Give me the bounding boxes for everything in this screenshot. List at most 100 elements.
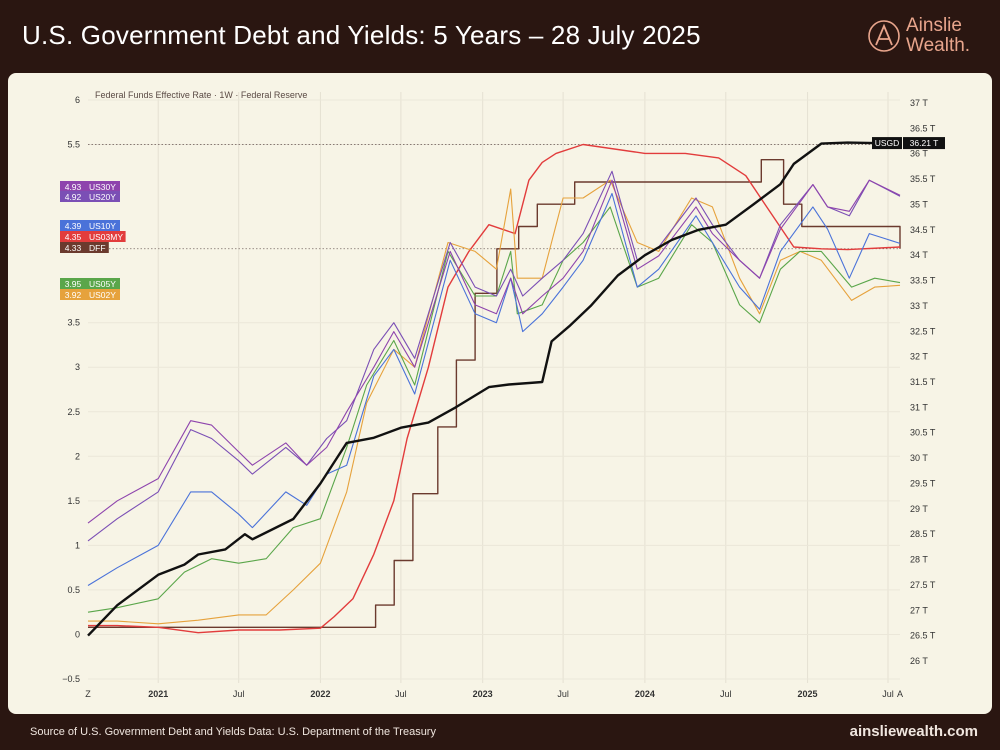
debt-label-name-box — [872, 137, 902, 150]
series-label-name-box — [86, 220, 120, 231]
series-label-us10y: 4.39 US10Y — [60, 220, 120, 231]
series-line-us10y — [87, 192, 901, 586]
x-tick-label: 2023 — [473, 689, 493, 699]
right-tick-label: 31.5 T — [910, 377, 936, 387]
x-axis-ticks: Z 2021 Jul 2022 Jul 2023 Jul 2024 Jul 2025 Jul A — [85, 689, 903, 699]
right-tick-label: 27.5 T — [910, 580, 936, 590]
left-tick-label: 6 — [75, 95, 80, 105]
left-tick-label: 5.5 — [67, 140, 80, 150]
logo-text: Ainslie Wealth. — [906, 16, 970, 56]
page-title: U.S. Government Debt and Yields: 5 Years… — [22, 20, 701, 50]
right-tick-label: 36.5 T — [910, 123, 936, 133]
right-tick-label: 26.5 T — [910, 631, 936, 641]
series-label-value-box — [60, 278, 86, 289]
left-tick-label: 2.5 — [67, 407, 80, 417]
footer-source: Source of U.S. Government Debt and Yield… — [30, 726, 436, 738]
x-tick-label: Jul — [882, 689, 894, 699]
series-label-name-box — [86, 181, 120, 192]
series-line-us03my — [88, 143, 901, 634]
right-tick-label: 32 T — [910, 352, 928, 362]
x-tick-label: A — [897, 689, 903, 699]
series-label-value: 4.92 — [65, 192, 82, 202]
debt-label-name: USGD — [875, 138, 900, 148]
series-label-us30y: 4.93 US30Y — [60, 181, 120, 192]
right-tick-label: 30.5 T — [910, 428, 936, 438]
x-tick-label: 2025 — [798, 689, 818, 699]
series-label-dff: 4.33 DFF — [60, 242, 109, 253]
right-tick-label: 35.5 T — [910, 174, 936, 184]
series-label-value-box — [60, 191, 86, 202]
series-label-name-box — [86, 191, 120, 202]
footer-site-link[interactable]: ainsliewealth.com — [849, 723, 978, 740]
left-tick-label: 1.5 — [67, 496, 80, 506]
x-tick-label: Jul — [395, 689, 407, 699]
x-tick-label: 2024 — [635, 689, 655, 699]
right-tick-label: 34 T — [910, 250, 928, 260]
left-tick-label: 2 — [75, 451, 80, 461]
right-tick-label: 28 T — [910, 555, 928, 565]
right-axis-ticks: 37 T 36.5 T 36 T 35.5 T 35 T 34.5 T 34 T 33.5 T… — [910, 98, 936, 666]
series-label-name: US05Y — [89, 279, 116, 289]
series-label-name: US03MY — [89, 232, 123, 242]
logo-line2: Wealth. — [906, 35, 971, 56]
right-tick-label: 29.5 T — [910, 478, 936, 488]
series-label-value-box — [60, 242, 86, 253]
series-label-value: 4.93 — [65, 182, 82, 192]
series-line-us20y — [87, 170, 901, 542]
series-line-dff — [88, 159, 901, 628]
chart-panel — [8, 73, 992, 714]
debt-label: USGD 36.21 T — [872, 137, 945, 150]
series-label-us05y: 3.95 US05Y — [60, 278, 120, 289]
series-label-value: 4.35 — [65, 232, 82, 242]
right-tick-label: 33 T — [910, 301, 928, 311]
right-tick-label: 32.5 T — [910, 326, 936, 336]
series-label-name-box — [86, 289, 120, 300]
series-label-value-box — [60, 231, 86, 242]
series-label-value-box — [60, 220, 86, 231]
debt-label-value: 36.21 T — [910, 138, 939, 148]
right-tick-label: 27 T — [910, 605, 928, 615]
left-tick-label: 3 — [75, 362, 80, 372]
series-label-us02y: 3.92 US02Y — [60, 289, 120, 300]
logo-line1: Ainslie — [906, 15, 962, 36]
series-line-us05y — [87, 206, 901, 613]
series-label-name: DFF — [89, 243, 106, 253]
series-label-name: US02Y — [89, 290, 116, 300]
left-tick-label: 1 — [75, 540, 80, 550]
left-tick-label: 0 — [75, 629, 80, 639]
x-tick-label: Jul — [557, 689, 569, 699]
right-tick-label: 28.5 T — [910, 529, 936, 539]
series-label-value: 3.92 — [65, 290, 82, 300]
series-label-name: US30Y — [89, 182, 116, 192]
right-tick-label: 26 T — [910, 656, 928, 666]
right-tick-label: 36 T — [910, 149, 928, 159]
right-tick-label: 29 T — [910, 504, 928, 514]
series-label-value: 3.95 — [65, 279, 82, 289]
series-label-name: US20Y — [89, 192, 116, 202]
x-tick-label: Jul — [233, 689, 245, 699]
left-tick-label: 3.5 — [67, 318, 80, 328]
series-line-us30y — [87, 179, 901, 524]
series-line-usgd — [87, 141, 900, 637]
series-label-us03my: 4.35 US03MY — [60, 231, 126, 242]
debt-label-value-box — [903, 137, 945, 150]
series-label-name: US10Y — [89, 221, 116, 231]
brand-logo: Ainslie Wealth. — [866, 16, 986, 60]
x-tick-label: 2022 — [310, 689, 330, 699]
chart-series — [87, 141, 901, 637]
left-axis-ticks: 6 5.5 3.5 3 2.5 2 1.5 1 0.5 0 −0.5 — [62, 95, 80, 684]
reference-lines — [88, 144, 900, 250]
right-tick-label: 31 T — [910, 402, 928, 412]
series-label-name-box — [86, 231, 126, 242]
chart-subtitle: Federal Funds Effective Rate · 1W · Fede… — [95, 90, 307, 100]
series-label-value: 4.33 — [65, 243, 82, 253]
right-tick-label: 30 T — [910, 453, 928, 463]
x-tick-label: 2021 — [148, 689, 168, 699]
x-tick-label: Z — [85, 689, 91, 699]
x-tick-label: Jul — [720, 689, 732, 699]
ainslie-logo-icon — [868, 20, 900, 52]
series-label-value-box — [60, 181, 86, 192]
